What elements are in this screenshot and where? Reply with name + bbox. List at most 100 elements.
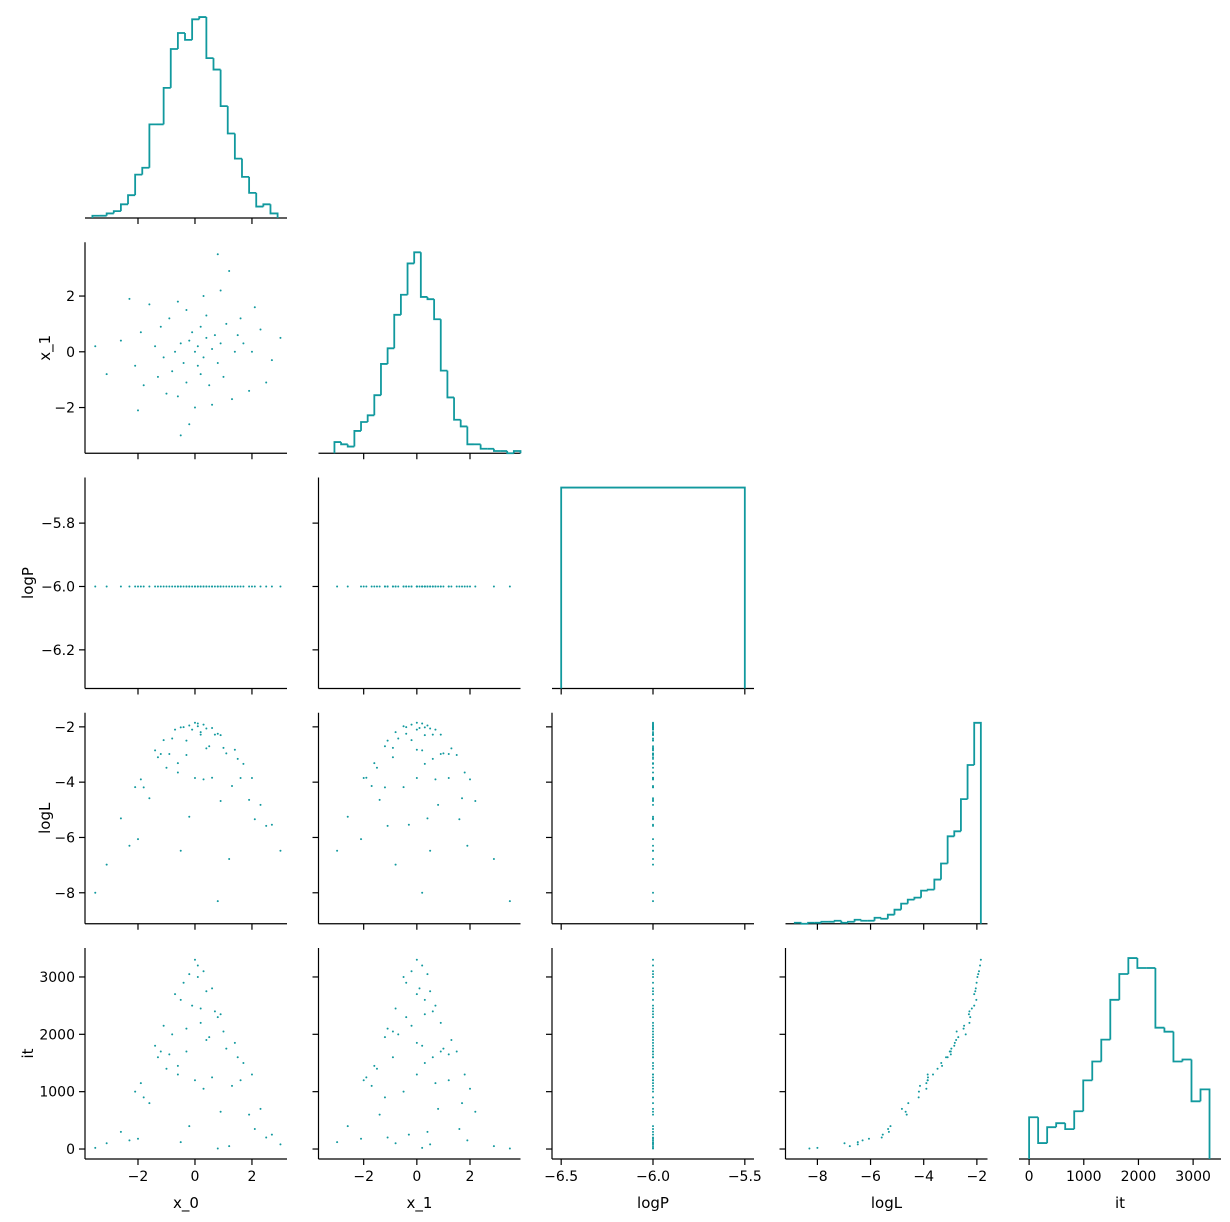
- scatter-point: [386, 1136, 389, 1139]
- scatter-point: [652, 838, 654, 841]
- scatter-point: [925, 1082, 928, 1085]
- scatter-point: [967, 1013, 970, 1016]
- scatter-point: [652, 734, 654, 737]
- scatter-point: [165, 392, 168, 395]
- scatter-point: [239, 317, 242, 320]
- histogram-bin: [262, 203, 271, 207]
- scatter-point: [179, 726, 182, 729]
- histogram-bin: [926, 888, 935, 891]
- histogram-bin: [820, 920, 829, 923]
- scatter-point: [652, 1143, 654, 1146]
- histogram-bin: [793, 921, 802, 924]
- scatter-point: [279, 585, 282, 588]
- scatter-point: [222, 585, 225, 588]
- scatter-point: [423, 1013, 426, 1016]
- scatter-point: [211, 403, 214, 406]
- scatter-point: [474, 799, 477, 802]
- scatter-point: [375, 585, 378, 588]
- scatter-point: [219, 585, 222, 588]
- scatter-point: [461, 585, 464, 588]
- x-tick-label: −6.0: [636, 1169, 670, 1185]
- scatter-point: [415, 1073, 418, 1076]
- scatter-point: [455, 754, 458, 757]
- scatter-point: [205, 314, 208, 317]
- scatter-point: [360, 585, 363, 588]
- scatter-point: [370, 1084, 373, 1087]
- scatter-point: [945, 1056, 948, 1059]
- scatter-point: [242, 585, 245, 588]
- scatter-point: [375, 766, 378, 769]
- scatter-point: [394, 585, 397, 588]
- scatter-point: [652, 1084, 654, 1087]
- scatter-point: [236, 1056, 239, 1059]
- scatter-point: [461, 1102, 464, 1105]
- scatter-point: [415, 748, 418, 751]
- histogram-bin: [853, 918, 862, 922]
- scatter-point: [410, 970, 413, 973]
- scatter-point: [867, 1137, 870, 1140]
- histogram-bin: [406, 262, 415, 295]
- scatter-point: [652, 1024, 654, 1027]
- scatter-point: [105, 863, 108, 866]
- histogram-bin: [900, 902, 908, 910]
- scatter-point: [156, 585, 159, 588]
- scatter-point: [174, 728, 177, 731]
- scatter-point: [421, 585, 424, 588]
- scatter-point: [652, 990, 654, 993]
- scatter-point: [973, 993, 976, 996]
- histogram-bin: [162, 86, 171, 125]
- scatter-point: [179, 1141, 182, 1144]
- histogram-bin: [219, 69, 228, 108]
- scatter-point: [974, 990, 977, 993]
- scatter-point: [652, 757, 654, 760]
- scatter-point: [652, 1076, 654, 1079]
- scatter-point: [94, 345, 97, 348]
- scatter-point: [270, 359, 273, 362]
- histogram-bin: [380, 363, 388, 396]
- x-axis-label: logP: [637, 1194, 669, 1212]
- scatter-point: [652, 1027, 654, 1030]
- scatter-point: [905, 1113, 908, 1116]
- scatter-point: [466, 844, 469, 847]
- scatter-point: [469, 585, 471, 588]
- scatter-point: [156, 375, 159, 378]
- scatter-point: [808, 1147, 811, 1150]
- scatter-point: [168, 1053, 171, 1056]
- scatter-point: [346, 1125, 349, 1128]
- histogram-bin: [248, 176, 257, 194]
- scatter-point: [652, 1007, 654, 1010]
- scatter-point: [168, 585, 171, 588]
- scatter-point: [652, 766, 654, 769]
- scatter-point: [168, 752, 171, 755]
- scatter-point: [199, 1021, 202, 1024]
- y-tick-label: 1000: [39, 1085, 75, 1101]
- scatter-point: [213, 585, 216, 588]
- scatter-point: [652, 849, 654, 852]
- scatter-point: [236, 585, 239, 588]
- scatter-point: [405, 1016, 408, 1019]
- scatter-point: [439, 1021, 442, 1024]
- histogram-bin: [340, 442, 348, 446]
- scatter-point: [373, 585, 376, 588]
- scatter-point: [233, 1041, 236, 1044]
- scatter-point: [434, 1082, 437, 1085]
- scatter-point: [211, 726, 214, 729]
- scatter-point: [176, 300, 179, 303]
- histogram-bin: [886, 913, 895, 919]
- scatter-point: [652, 748, 654, 751]
- scatter-point: [193, 585, 196, 588]
- scatter-point: [887, 1130, 890, 1133]
- scatter-point: [383, 745, 386, 748]
- scatter-point: [426, 817, 429, 820]
- scatter-point: [415, 728, 418, 731]
- scatter-point: [188, 815, 191, 818]
- scatter-point: [652, 900, 654, 903]
- scatter-point: [652, 1082, 654, 1085]
- scatter-point: [119, 1130, 122, 1133]
- scatter-point: [652, 777, 654, 780]
- histogram-bin: [226, 106, 235, 135]
- scatter-point: [652, 1056, 654, 1059]
- histogram-bin: [366, 414, 375, 422]
- scatter-point: [174, 993, 177, 996]
- scatter-point: [159, 585, 162, 588]
